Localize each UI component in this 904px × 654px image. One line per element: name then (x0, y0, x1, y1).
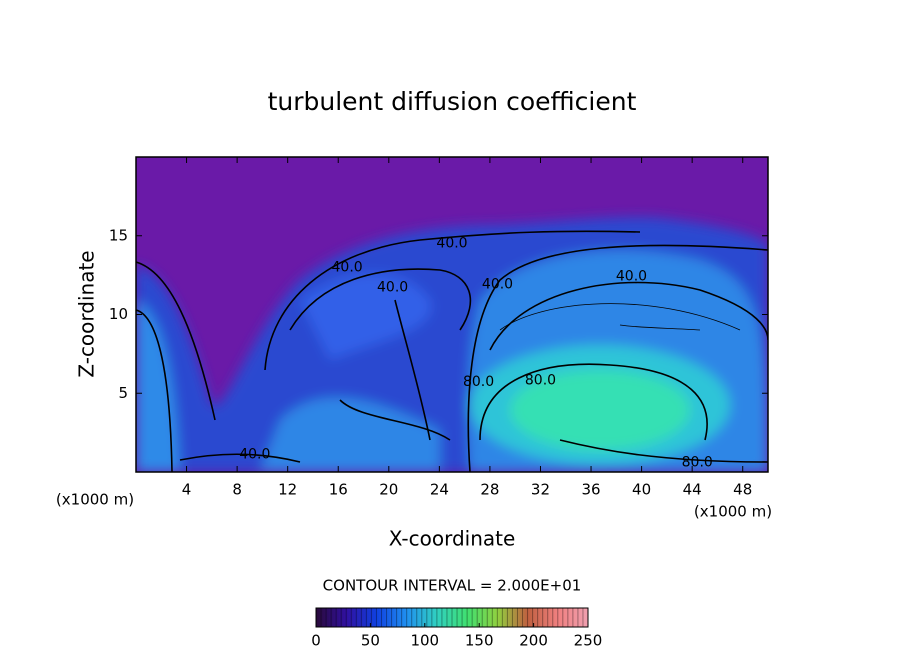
colorbar-tick-label: 250 (574, 632, 603, 650)
contour-label: 80.0 (463, 374, 494, 390)
x-tick-label: 28 (480, 481, 499, 499)
colorbar-tick-label: 50 (361, 632, 380, 650)
colorbar (315, 607, 589, 628)
x-tick-label: 40 (632, 481, 651, 499)
x-unit-label: (x1000 m) (694, 503, 772, 521)
contour-label: 40.0 (482, 277, 513, 293)
x-axis-label: X-coordinate (389, 527, 516, 551)
colorbar-tick-label: 150 (465, 632, 494, 650)
contour-interval: CONTOUR INTERVAL = 2.000E+01 (323, 577, 582, 595)
x-tick-label: 20 (379, 481, 398, 499)
x-tick-label: 4 (182, 481, 192, 499)
x-tick-label: 44 (683, 481, 702, 499)
x-tick-label: 32 (531, 481, 550, 499)
y-tick-label: 10 (109, 305, 128, 323)
y-tick-label: 15 (109, 226, 128, 244)
chart-title: turbulent diffusion coefficient (268, 87, 637, 116)
contour-label: 40.0 (332, 259, 363, 275)
x-tick-label: 36 (581, 481, 600, 499)
x-tick-label: 12 (278, 481, 297, 499)
y-tick-label: 5 (118, 384, 128, 402)
colorbar-tick-label: 100 (410, 632, 439, 650)
x-tick-label: 16 (329, 481, 348, 499)
x-tick-label: 8 (232, 481, 242, 499)
x-tick-label: 24 (430, 481, 449, 499)
x-tick-label: 48 (733, 481, 752, 499)
contour-label: 40.0 (377, 280, 408, 296)
contour-label: 80.0 (682, 455, 713, 471)
colorbar-tick-label: 200 (519, 632, 548, 650)
field (136, 157, 768, 472)
contour-label: 40.0 (436, 236, 467, 252)
x-unit-label: (x1000 m) (56, 491, 134, 509)
y-axis-label: Z-coordinate (75, 250, 99, 377)
contour-label: 40.0 (616, 269, 647, 285)
contour-label: 80.0 (525, 373, 556, 389)
contour-label: 40.0 (239, 447, 270, 463)
colorbar-tick-label: 0 (311, 632, 321, 650)
